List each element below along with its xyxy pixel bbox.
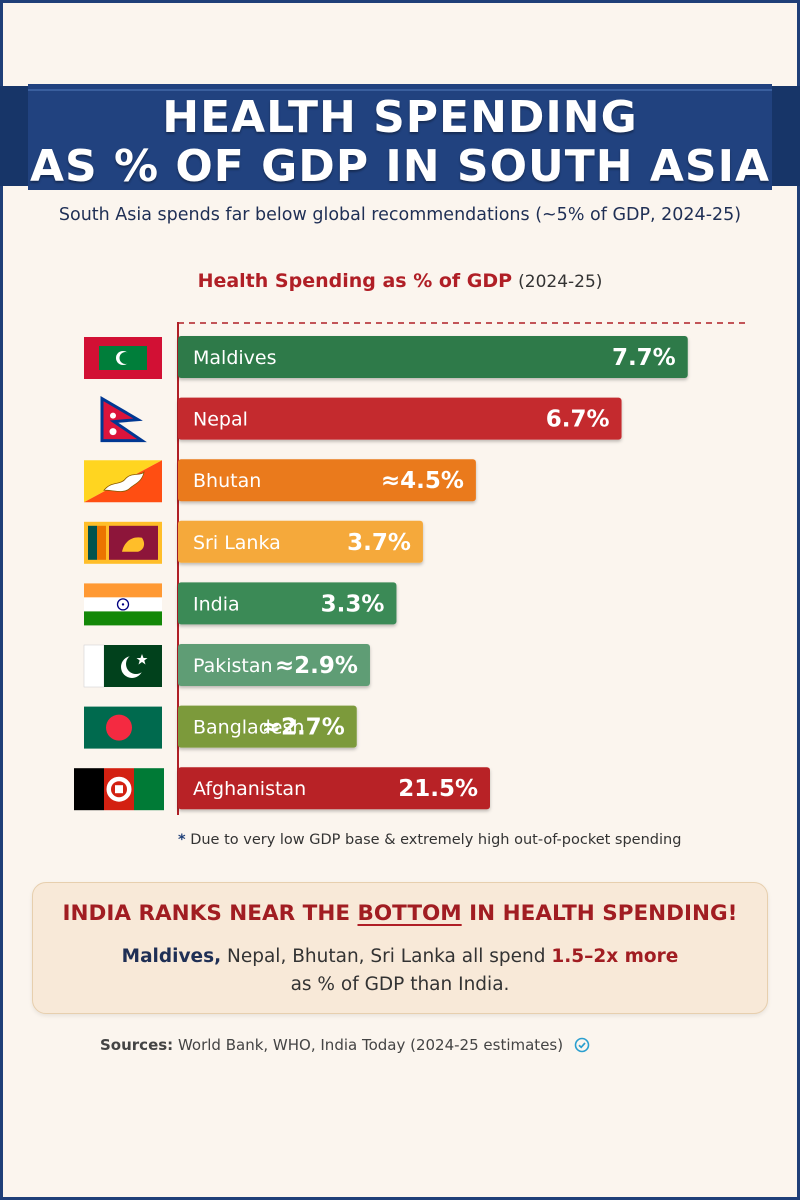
bar-bhutan — [178, 459, 476, 502]
bar-pakistan — [178, 644, 370, 686]
bar-value-pakistan: ≈2.9% — [275, 653, 358, 679]
callout-body-mid: Nepal, Bhutan, Sri Lanka all spend — [221, 946, 552, 967]
callout-headline: INDIA RANKS NEAR THE BOTTOM IN HEALTH SP… — [33, 901, 767, 926]
callout-headline-pre: INDIA RANKS NEAR THE — [62, 901, 358, 926]
pakistan-flag — [83, 644, 162, 688]
bar-value-sri-lanka: 3.7% — [347, 530, 411, 556]
bar-afghanistan — [178, 767, 490, 810]
bar-bangladesh — [178, 705, 357, 748]
bar-label-india: India — [193, 593, 240, 615]
footnote: * Due to very low GDP base & extremely h… — [178, 832, 681, 848]
chart-title: Health Spending as % of GDP (2024-25) — [0, 270, 800, 292]
chart-title-year: (2024-25) — [518, 272, 603, 292]
bar-maldives — [178, 336, 688, 378]
footnote-text: Due to very low GDP base & extremely hig… — [190, 832, 682, 848]
bhutan-flag — [84, 460, 162, 503]
bar-label-pakistan: Pakistan — [193, 655, 273, 677]
bar-label-nepal: Nepal — [193, 409, 248, 431]
callout-body: Maldives, Nepal, Bhutan, Sri Lanka all s… — [33, 943, 767, 999]
bar-label-afghanistan: Afghanistan — [193, 778, 306, 800]
sources-text: World Bank, WHO, India Today (2024-25 es… — [177, 1036, 564, 1054]
bar-value-bangladesh: ≈2.7% — [262, 715, 345, 741]
callout-body-names: Maldives, — [121, 946, 222, 967]
nepal-flag — [100, 395, 147, 443]
afghanistan-flag — [74, 768, 164, 811]
india-flag — [84, 583, 162, 626]
main-title-line-2: AS % OF GDP IN SOUTH ASIA — [29, 141, 771, 192]
bar-label-bhutan: Bhutan — [193, 470, 261, 492]
chart-title-main: Health Spending as % of GDP — [197, 270, 513, 292]
bar-value-bhutan: ≈4.5% — [381, 468, 464, 494]
verified-check-icon — [574, 1037, 590, 1053]
bar-chart: Maldives 7.7% Nepal 6.7% Bhutan ≈4.5% Sri Lank… — [74, 322, 745, 815]
bar-india — [178, 582, 397, 625]
bar-value-maldives: 7.7% — [612, 345, 676, 371]
bar-value-nepal: 6.7% — [546, 407, 610, 433]
footnote-star: * — [178, 832, 186, 848]
subtitle: South Asia spends far below global recom… — [58, 205, 742, 225]
bar-sri-lanka — [178, 520, 423, 563]
bar-value-india: 3.3% — [321, 591, 385, 617]
callout-body-emphasis: 1.5–2x more — [551, 946, 679, 967]
bar-value-afghanistan: 21.5% — [398, 776, 478, 802]
main-title-line-1: HEALTH SPENDING — [162, 92, 638, 143]
india-callout-box: INDIA RANKS NEAR THE BOTTOM IN HEALTH SP… — [32, 882, 768, 1014]
callout-body-line2: as % of GDP than India. — [290, 974, 510, 995]
bar-label-bangladesh: Bangladesh — [193, 717, 304, 739]
bar-nepal — [178, 397, 622, 440]
bangladesh-flag — [84, 706, 162, 749]
title-banner — [0, 84, 800, 190]
sources-label: Sources: — [100, 1036, 174, 1054]
bar-label-maldives: Maldives — [193, 347, 277, 369]
maldives-flag — [84, 337, 162, 379]
callout-headline-highlight: BOTTOM — [357, 901, 462, 926]
sources-note: Sources: World Bank, WHO, India Today (2… — [100, 1036, 590, 1054]
bar-label-sri-lanka: Sri Lanka — [193, 532, 281, 554]
sri-lanka-flag — [84, 521, 162, 564]
callout-headline-post: IN HEALTH SPENDING! — [461, 901, 738, 926]
